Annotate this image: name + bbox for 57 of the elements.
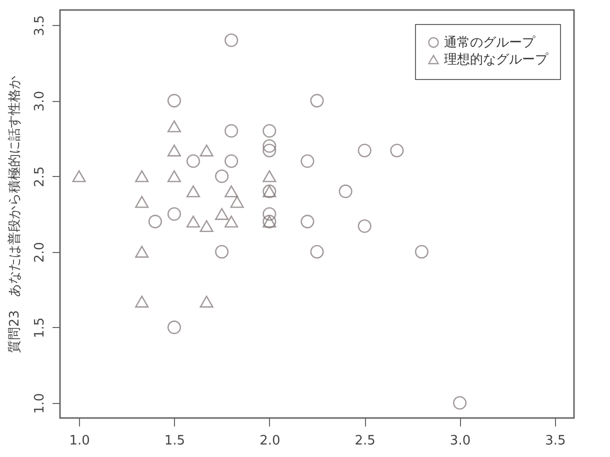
point bbox=[262, 139, 276, 153]
point bbox=[200, 220, 214, 232]
point bbox=[358, 144, 372, 158]
point bbox=[167, 94, 181, 108]
point bbox=[215, 208, 229, 220]
point bbox=[224, 185, 238, 198]
y-tick-label: 2.5 bbox=[32, 166, 48, 188]
point bbox=[300, 214, 314, 228]
point bbox=[453, 396, 467, 410]
point bbox=[186, 185, 200, 198]
point bbox=[300, 154, 314, 168]
y-tick-label: 3.0 bbox=[32, 90, 48, 112]
point bbox=[230, 196, 244, 208]
point bbox=[167, 120, 181, 132]
legend-label: 通常のグループ bbox=[444, 36, 536, 50]
point bbox=[186, 216, 200, 228]
point bbox=[135, 170, 149, 182]
point bbox=[167, 207, 181, 221]
point bbox=[224, 154, 238, 168]
point bbox=[262, 207, 276, 221]
x-tick-label: 3.5 bbox=[545, 434, 566, 448]
point bbox=[148, 214, 162, 228]
x-tick-label: 3.0 bbox=[450, 434, 471, 448]
point bbox=[338, 184, 352, 198]
x-tick-label: 2.5 bbox=[354, 434, 376, 448]
point bbox=[215, 169, 229, 183]
point bbox=[72, 170, 86, 182]
point bbox=[186, 154, 200, 168]
point bbox=[224, 33, 238, 47]
point bbox=[358, 219, 372, 233]
point bbox=[135, 246, 149, 258]
y-tick-label: 1.0 bbox=[32, 393, 48, 414]
x-tick-label: 2.0 bbox=[260, 434, 280, 448]
point bbox=[224, 216, 238, 228]
point bbox=[224, 124, 238, 138]
point bbox=[167, 170, 181, 182]
y-tick-label: 1.5 bbox=[32, 317, 48, 338]
point bbox=[310, 94, 324, 108]
x-tick-label: 1.5 bbox=[164, 434, 186, 448]
point bbox=[135, 296, 149, 308]
legend-label: 理想的なグループ bbox=[444, 52, 549, 68]
y-tick-label: 2.0 bbox=[32, 242, 48, 263]
point bbox=[262, 124, 276, 138]
y-axis-title: 質問23 あなたは普段から積極的に話す性格か bbox=[6, 76, 22, 353]
point bbox=[215, 245, 229, 259]
point bbox=[262, 144, 276, 158]
point bbox=[167, 144, 181, 156]
point bbox=[200, 296, 214, 308]
x-tick-label: 1.0 bbox=[69, 434, 90, 448]
point bbox=[167, 320, 181, 334]
y-tick-label: 3.5 bbox=[32, 15, 48, 36]
point bbox=[414, 245, 428, 259]
point bbox=[390, 144, 404, 158]
point bbox=[200, 144, 214, 156]
point bbox=[310, 245, 324, 259]
point bbox=[135, 196, 149, 208]
point bbox=[262, 170, 276, 182]
